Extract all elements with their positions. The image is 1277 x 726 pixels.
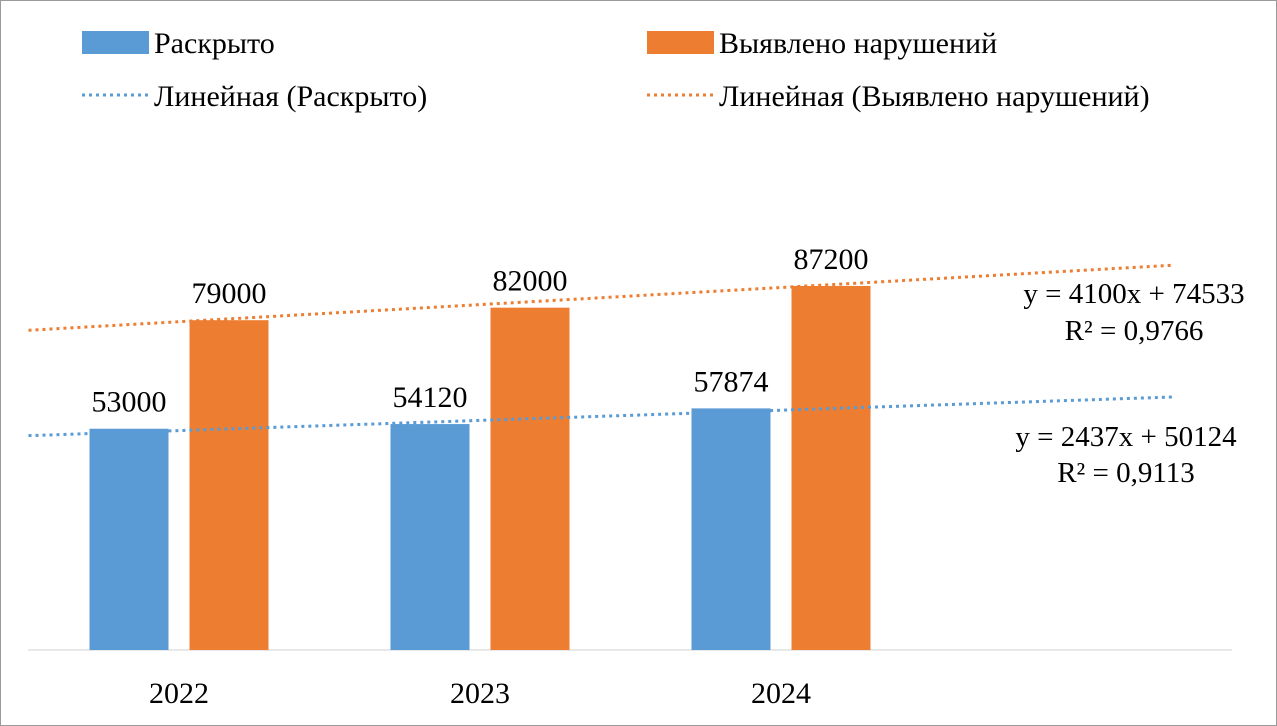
trendline-1 xyxy=(28,263,1173,332)
legend-label-trend-1: Линейная (Выявлено нарушений) xyxy=(719,80,1150,113)
x-tick-label-2022: 2022 xyxy=(149,677,209,710)
bar-series-1-2024 xyxy=(791,285,871,650)
legend-swatch-series-0 xyxy=(82,31,149,54)
x-tick-label-2024: 2024 xyxy=(751,677,811,710)
plot-area: 53000 54120 57874 79000 82000 87200 2022 2023 20… xyxy=(28,243,1232,710)
x-tick-label-2023: 2023 xyxy=(450,677,510,710)
legend: Раскрыто Выявлено нарушений Линейная (Ра… xyxy=(82,27,1150,113)
bar-series-0-2022 xyxy=(89,428,169,650)
trend-equation-blue: y = 2437x + 50124 xyxy=(1015,421,1237,453)
trend-equation-orange: y = 4100x + 74533 xyxy=(1023,278,1244,310)
trendline-0 xyxy=(28,395,1173,438)
data-label-series-1-2023: 82000 xyxy=(493,265,568,298)
bar-series-1-2022 xyxy=(189,320,269,650)
data-label-series-0-2022: 53000 xyxy=(92,386,167,419)
trend-r2-blue: R² = 0,9113 xyxy=(1057,457,1195,489)
bar-series-1-2023 xyxy=(490,307,570,650)
data-label-series-0-2023: 54120 xyxy=(393,381,468,414)
legend-label-series-0: Раскрыто xyxy=(154,27,275,60)
legend-swatch-series-1 xyxy=(647,31,714,54)
data-label-series-0-2024: 57874 xyxy=(694,365,769,398)
legend-label-series-1: Выявлено нарушений xyxy=(719,27,997,60)
trend-r2-orange: R² = 0,9766 xyxy=(1065,315,1204,347)
trendline-equations: y = 4100x + 74533 R² = 0,9766 y = 2437x … xyxy=(1015,278,1244,489)
legend-label-trend-0: Линейная (Раскрыто) xyxy=(154,80,427,113)
data-label-series-1-2022: 79000 xyxy=(192,277,267,310)
bar-series-0-2024 xyxy=(691,408,771,650)
bar-series-0-2023 xyxy=(390,424,470,650)
data-label-series-1-2024: 87200 xyxy=(794,243,869,276)
